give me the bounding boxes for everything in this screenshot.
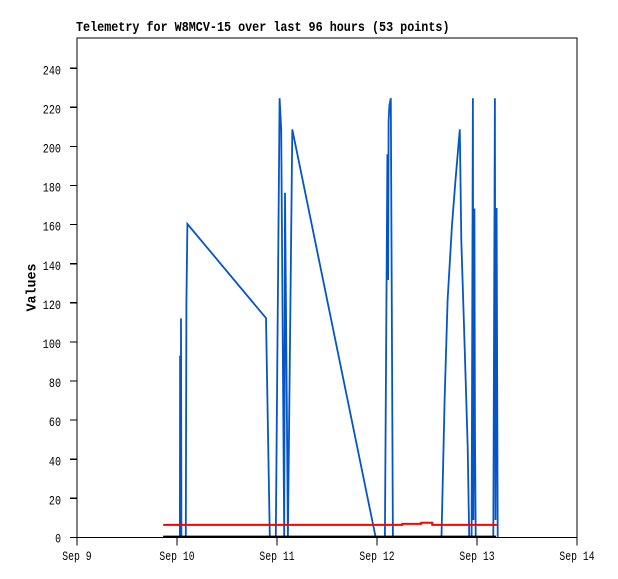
svg-text:Sep 11: Sep 11 — [259, 550, 294, 564]
svg-text:Telemetry for W8MCV-15 over la: Telemetry for W8MCV-15 over last 96 hour… — [76, 21, 450, 36]
svg-text:180: 180 — [43, 181, 61, 196]
svg-text:0: 0 — [55, 532, 61, 547]
svg-text:80: 80 — [49, 376, 61, 391]
svg-text:240: 240 — [43, 63, 61, 78]
svg-text:120: 120 — [43, 298, 61, 313]
svg-text:Sep 9: Sep 9 — [62, 550, 91, 564]
svg-text:Sep 14: Sep 14 — [559, 550, 594, 564]
svg-text:220: 220 — [43, 102, 61, 117]
svg-text:Sep 10: Sep 10 — [159, 550, 194, 564]
svg-text:Sep 12: Sep 12 — [359, 550, 394, 564]
svg-text:Values: Values — [25, 264, 41, 312]
svg-text:140: 140 — [43, 259, 61, 274]
svg-text:160: 160 — [43, 220, 61, 235]
svg-text:100: 100 — [43, 337, 61, 352]
svg-text:Sep 13: Sep 13 — [459, 550, 494, 564]
svg-text:60: 60 — [49, 415, 61, 430]
svg-text:40: 40 — [49, 454, 61, 469]
svg-text:200: 200 — [43, 142, 61, 157]
svg-text:20: 20 — [49, 493, 61, 508]
